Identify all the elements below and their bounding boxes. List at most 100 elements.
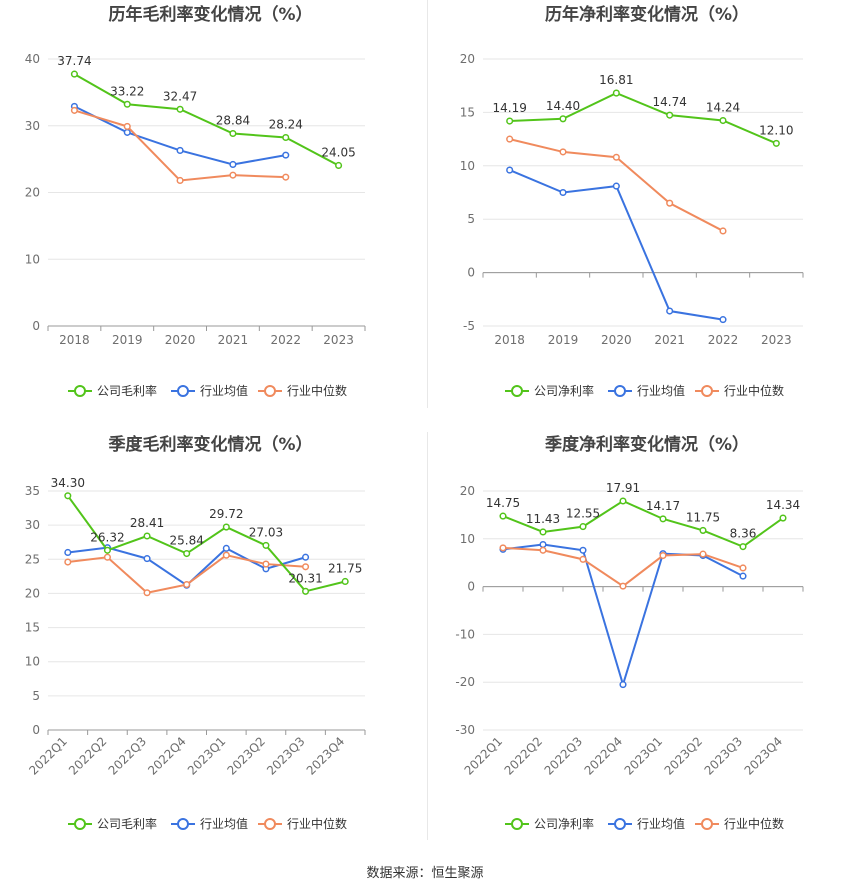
- data-label: 24.05: [321, 145, 355, 159]
- x-tick-label: 2022Q4: [582, 734, 626, 778]
- data-point-company: [64, 492, 72, 500]
- chart-title: 历年净利率变化情况（%）: [545, 4, 749, 25]
- data-label: 11.75: [686, 510, 720, 524]
- x-tick-label: 2022: [270, 333, 301, 347]
- data-point-industry_median: [699, 550, 707, 558]
- x-tick-label: 2023: [323, 333, 354, 347]
- y-tick-label: 25: [25, 552, 40, 566]
- legend-label: 公司净利率: [534, 816, 594, 831]
- x-tick-label: 2022Q3: [106, 734, 150, 778]
- data-point-company: [302, 587, 310, 595]
- data-label: 17.91: [606, 481, 640, 495]
- legend-swatch-marker: [511, 385, 523, 397]
- x-tick-label: 2023Q4: [742, 734, 786, 778]
- y-tick-label: 35: [25, 484, 40, 498]
- data-label: 12.10: [759, 123, 793, 137]
- data-label: 28.24: [269, 117, 303, 131]
- quarterly-gross-margin-chart: 季度毛利率变化情况（%） 0 5 10 15 20 25 30 35 2022Q1 2022Q2 20…: [0, 430, 425, 840]
- y-tick-label: -10: [455, 627, 475, 641]
- data-point-company: [183, 549, 191, 558]
- annual-gross-margin-svg: 历年毛利率变化情况（%） 0 10 20 30 40 2018 2019 2020 2021 202…: [25, 4, 366, 398]
- data-point-industry_median: [183, 581, 191, 589]
- data-label: 32.47: [163, 89, 197, 103]
- data-point-company: [176, 105, 184, 113]
- data-label: 37.74: [57, 54, 91, 68]
- data-point-industry_avg: [612, 182, 620, 190]
- data-point-industry_median: [719, 227, 727, 235]
- legend-swatch-marker: [614, 385, 626, 397]
- data-point-company: [719, 116, 727, 125]
- data-point-industry_avg: [229, 160, 237, 169]
- y-tick-label: 0: [32, 319, 40, 333]
- data-point-industry_avg: [619, 681, 627, 689]
- data-point-industry_avg: [302, 553, 310, 561]
- data-point-company: [612, 89, 620, 97]
- x-tick-label: 2023Q1: [622, 734, 666, 778]
- data-label: 34.30: [51, 476, 85, 490]
- legend-label: 行业均值: [637, 383, 685, 398]
- data-point-company: [499, 512, 507, 520]
- data-point-industry_avg: [222, 544, 230, 552]
- data-point-industry_median: [506, 135, 514, 143]
- data-label: 14.24: [706, 101, 740, 115]
- data-label: 14.34: [766, 498, 800, 512]
- series-line-industry_avg: [502, 543, 744, 689]
- x-tick-label: 2021: [654, 333, 685, 347]
- legend-swatch-marker: [511, 818, 523, 830]
- legend-swatch-marker: [74, 385, 86, 397]
- series-line-company: [509, 91, 777, 145]
- data-point-industry_median: [559, 148, 567, 156]
- data-point-company: [229, 129, 237, 138]
- legend-swatch-marker: [177, 818, 189, 830]
- data-point-industry_median: [143, 589, 151, 597]
- x-tick-label: 2023Q3: [264, 734, 308, 778]
- data-point-company: [539, 528, 547, 536]
- data-point-industry_avg: [666, 307, 674, 315]
- series-line-company: [502, 499, 784, 548]
- data-point-industry_avg: [506, 166, 514, 174]
- panel-divider-top: [427, 0, 428, 408]
- data-point-company: [666, 111, 674, 119]
- y-tick-label: -20: [455, 675, 475, 689]
- x-tick-label: 2023Q4: [304, 734, 348, 778]
- y-tick-label: 10: [460, 159, 475, 173]
- y-tick-label: 30: [25, 119, 40, 133]
- legend-label: 行业中位数: [287, 383, 347, 398]
- x-tick-label: 2023: [761, 333, 792, 347]
- data-label: 14.19: [492, 101, 526, 115]
- x-tick-label: 2022Q2: [502, 734, 546, 778]
- x-tick-label: 2019: [548, 333, 579, 347]
- x-tick-label: 2020: [601, 333, 632, 347]
- legend-swatch-marker: [614, 818, 626, 830]
- data-point-industry_avg: [559, 188, 567, 197]
- series-line-company: [67, 495, 346, 593]
- data-label: 14.40: [546, 99, 580, 113]
- legend-label: 公司毛利率: [97, 383, 157, 398]
- legend-label: 行业均值: [637, 816, 685, 831]
- data-point-company: [699, 526, 707, 534]
- x-tick-label: 2022Q2: [66, 734, 110, 778]
- data-point-industry_avg: [64, 548, 72, 557]
- x-tick-label: 2022Q3: [542, 734, 586, 778]
- series-line-industry_median: [74, 109, 286, 182]
- panel-divider-bottom: [427, 432, 428, 840]
- data-label: 33.22: [110, 84, 144, 98]
- x-tick-label: 2021: [218, 333, 249, 347]
- data-label: 29.72: [209, 507, 243, 521]
- data-point-industry_median: [70, 106, 78, 114]
- y-tick-label: -30: [455, 723, 475, 737]
- x-tick-label: 2022Q4: [145, 734, 189, 778]
- data-point-industry_median: [103, 553, 111, 561]
- x-tick-label: 2023Q3: [702, 734, 746, 778]
- y-tick-label: 20: [460, 52, 475, 66]
- y-tick-label: 15: [460, 105, 475, 119]
- data-point-industry_median: [612, 153, 620, 161]
- data-point-company: [262, 541, 270, 549]
- data-label: 28.84: [216, 113, 250, 127]
- annual-net-margin-svg: 历年净利率变化情况（%） -5 0 5 10 15 20 2018 2019 2020 2021 20…: [460, 4, 804, 398]
- data-point-industry_median: [176, 176, 184, 185]
- y-tick-label: 5: [467, 212, 475, 226]
- y-tick-label: 10: [25, 655, 40, 669]
- data-point-industry_median: [666, 199, 674, 207]
- legend-label: 行业均值: [200, 816, 248, 831]
